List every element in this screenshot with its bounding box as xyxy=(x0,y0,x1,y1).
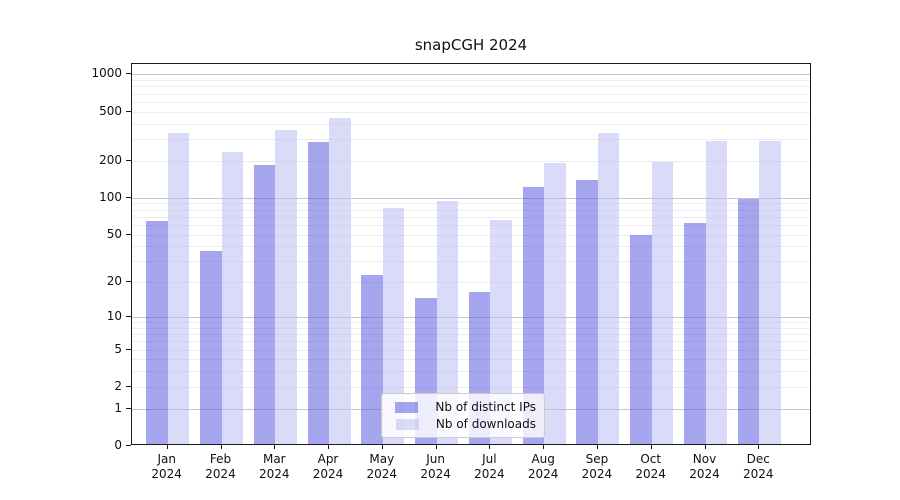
gridline-90 xyxy=(132,203,810,205)
bar-oct-downloads xyxy=(651,162,674,444)
gridline-200 xyxy=(132,160,810,162)
y-tick-mark-1000 xyxy=(126,73,131,75)
y-tick-label-1: 1 xyxy=(114,400,122,415)
x-tick-label-aug: Aug 2024 xyxy=(527,452,559,481)
y-tick-label-20: 20 xyxy=(106,274,122,289)
x-tick-mark-may xyxy=(381,445,383,449)
legend-label-downloads: Nb of downloads xyxy=(435,417,536,431)
chart-title: snapCGH 2024 xyxy=(414,36,528,54)
legend-item-distinct-ips: Nb of distinct IPs xyxy=(387,400,536,414)
y-tick-mark-5 xyxy=(126,348,131,350)
bar-jan-downloads xyxy=(167,132,190,444)
gridline-700 xyxy=(132,93,810,95)
gridline-70 xyxy=(132,216,810,218)
y-tick-label-0: 0 xyxy=(114,438,122,452)
x-tick-mark-jul xyxy=(489,445,491,449)
bar-jan-distinct-ips xyxy=(146,221,168,444)
gridline-600 xyxy=(132,101,810,103)
x-tick-label-jul: Jul 2024 xyxy=(474,452,505,481)
x-tick-mark-dec xyxy=(758,445,760,449)
x-tick-label-oct: Oct 2024 xyxy=(635,452,666,481)
x-tick-mark-sep xyxy=(596,445,598,449)
x-tick-label-sep: Sep 2024 xyxy=(581,452,613,481)
x-tick-label-mar: Mar 2024 xyxy=(259,452,290,481)
gridline-50 xyxy=(132,234,810,236)
bar-nov-distinct-ips xyxy=(684,222,706,444)
y-tick-mark-50 xyxy=(126,233,131,235)
x-tick-label-may: May 2024 xyxy=(366,452,398,481)
y-tick-label-100: 100 xyxy=(99,189,122,204)
gridline-60 xyxy=(132,224,810,226)
y-tick-mark-100 xyxy=(126,196,131,198)
gridline-900 xyxy=(132,80,810,81)
gridline-800 xyxy=(132,86,810,88)
gridline-40 xyxy=(132,246,810,248)
bar-aug-distinct-ips xyxy=(522,187,545,444)
y-tick-mark-10 xyxy=(126,316,131,317)
y-tick-label-1000: 1000 xyxy=(91,66,122,81)
x-tick-label-feb: Feb 2024 xyxy=(205,452,236,481)
legend-label-distinct-ips: Nb of distinct IPs xyxy=(435,400,536,414)
legend-swatch-downloads xyxy=(395,418,419,430)
x-tick-label-jan: Jan 2024 xyxy=(151,452,182,481)
gridline-100 xyxy=(132,197,810,199)
bar-sep-distinct-ips xyxy=(576,179,598,444)
gridline-20 xyxy=(132,282,810,284)
x-tick-mark-feb xyxy=(220,445,222,449)
legend-item-downloads: Nb of downloads xyxy=(387,417,536,431)
plot-area: Nb of distinct IPs Nb of downloads xyxy=(131,63,811,445)
gridline-80 xyxy=(132,209,810,211)
gridline-500 xyxy=(132,111,810,113)
y-tick-mark-1 xyxy=(126,407,131,409)
y-tick-label-10: 10 xyxy=(106,309,122,323)
x-tick-label-jun: Jun 2024 xyxy=(420,452,451,481)
bar-mar-downloads xyxy=(275,129,297,444)
x-tick-mark-jun xyxy=(435,445,437,449)
bar-sep-downloads xyxy=(597,133,620,444)
bar-feb-downloads xyxy=(221,151,243,444)
bar-jul-downloads xyxy=(490,220,512,444)
x-tick-label-dec: Dec 2024 xyxy=(743,452,774,481)
bar-apr-distinct-ips xyxy=(307,141,329,444)
bar-aug-downloads xyxy=(544,162,566,444)
legend: Nb of distinct IPs Nb of downloads xyxy=(381,393,545,438)
y-tick-mark-0 xyxy=(126,445,131,446)
bar-may-downloads xyxy=(382,207,405,444)
gridline-1000 xyxy=(132,74,810,76)
bar-jun-downloads xyxy=(436,200,459,444)
bar-nov-downloads xyxy=(705,141,727,444)
x-tick-mark-jan xyxy=(166,445,168,449)
legend-swatch-distinct-ips xyxy=(395,401,419,413)
y-tick-mark-500 xyxy=(126,110,131,112)
y-tick-label-50: 50 xyxy=(106,226,122,241)
x-tick-label-nov: Nov 2024 xyxy=(689,452,720,481)
bar-oct-distinct-ips xyxy=(630,234,652,444)
x-tick-mark-apr xyxy=(328,445,329,449)
bar-apr-downloads xyxy=(329,117,351,444)
y-tick-mark-200 xyxy=(126,159,131,161)
y-tick-label-200: 200 xyxy=(99,152,122,167)
y-tick-label-2: 2 xyxy=(114,378,122,393)
y-tick-mark-2 xyxy=(126,385,131,387)
y-tick-mark-20 xyxy=(126,281,131,283)
bar-mar-distinct-ips xyxy=(253,164,276,444)
bar-may-distinct-ips xyxy=(361,275,383,444)
gridline-300 xyxy=(132,139,810,140)
gridline-30 xyxy=(132,261,810,263)
x-tick-mark-oct xyxy=(650,445,652,449)
gridline-400 xyxy=(132,123,810,125)
y-tick-label-5: 5 xyxy=(114,341,122,356)
bar-dec-distinct-ips xyxy=(737,198,760,444)
x-tick-mark-mar xyxy=(274,445,276,449)
x-tick-mark-aug xyxy=(543,445,545,449)
x-tick-label-apr: Apr 2024 xyxy=(312,452,344,481)
x-tick-mark-nov xyxy=(704,445,706,449)
y-tick-label-500: 500 xyxy=(99,103,122,118)
bar-feb-distinct-ips xyxy=(200,251,222,444)
bar-dec-downloads xyxy=(759,140,781,444)
